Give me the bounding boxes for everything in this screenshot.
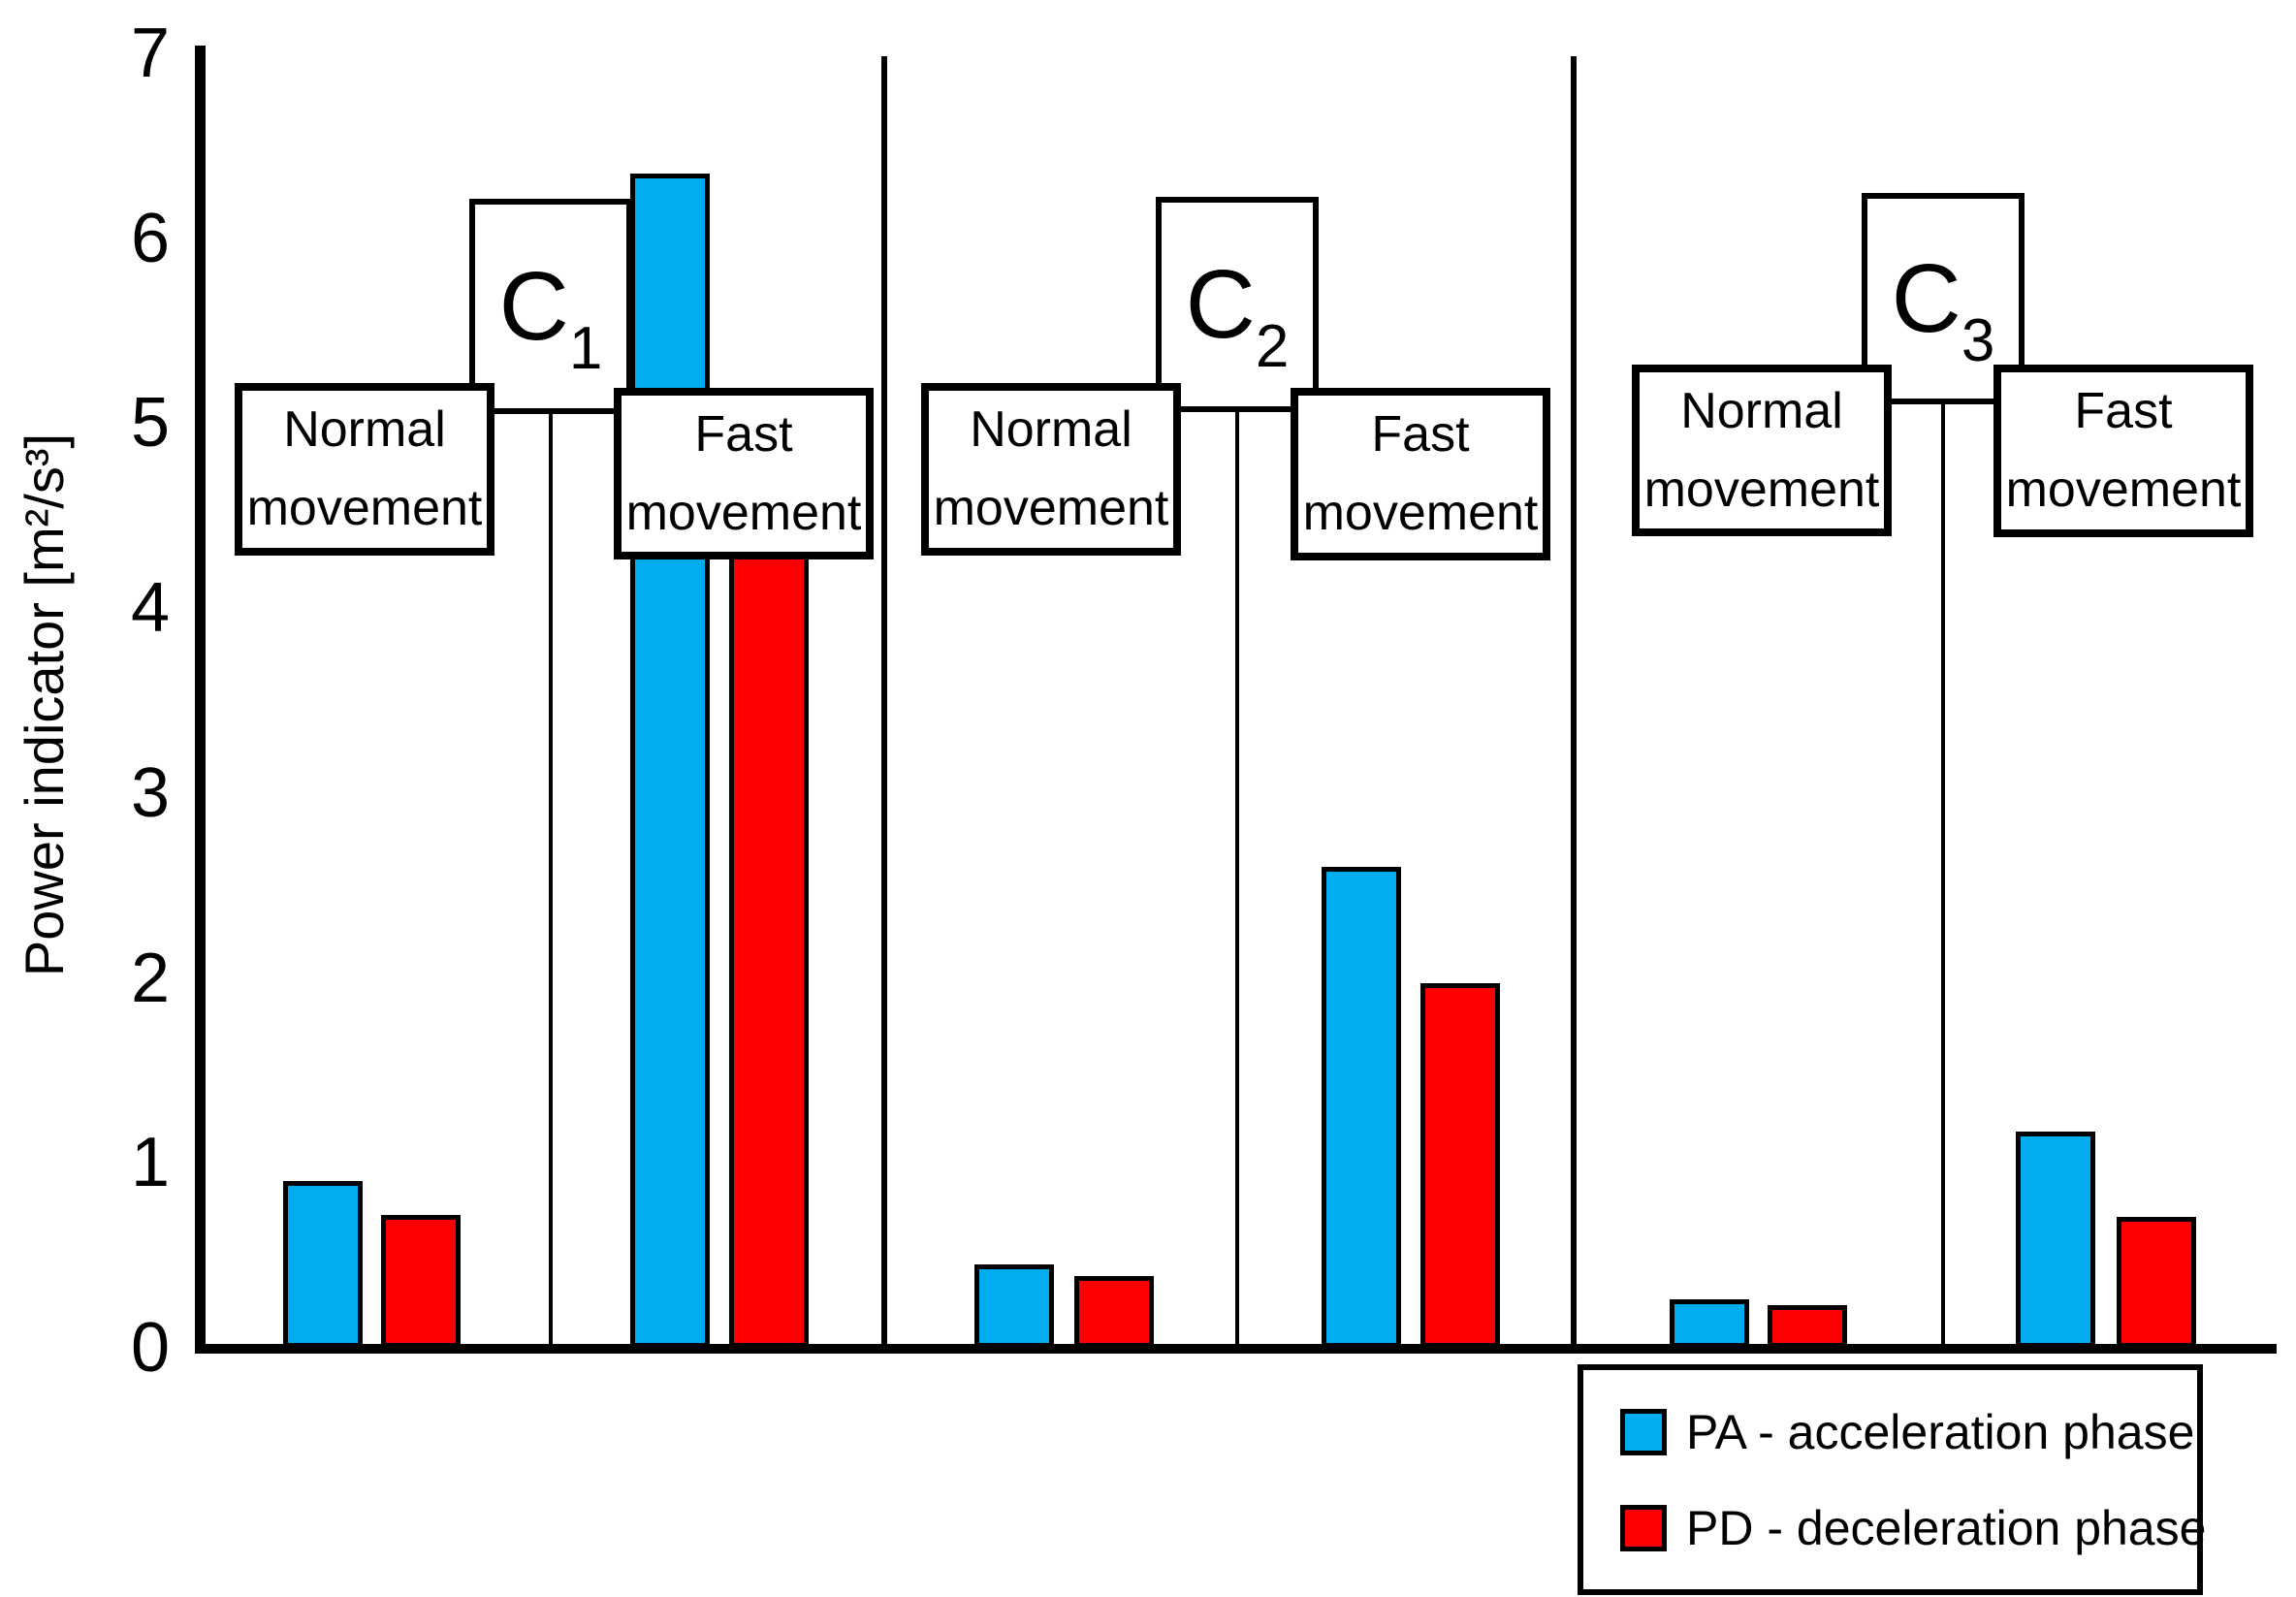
- bar-c3-normal-pa: [1670, 1299, 1749, 1348]
- group-c2-label-box: C2: [1156, 197, 1319, 412]
- group-c2-label: C2: [1185, 249, 1290, 380]
- bar-c2-fast-pa: [1322, 867, 1401, 1348]
- legend-box: PA - acceleration phase PD - deceleratio…: [1578, 1364, 2206, 1595]
- condition-label-line1: Fast: [694, 405, 793, 463]
- condition-label-line2: movement: [1643, 461, 1880, 518]
- group-c3-fast-movement-box: Fast movement: [1993, 365, 2253, 537]
- group-c1-fast-movement-box: Fast movement: [614, 388, 874, 559]
- bar-c1-fast-pa: [630, 174, 710, 1348]
- x-axis-line: [195, 1344, 2277, 1354]
- y-tick-label-1: 1: [130, 1124, 170, 1202]
- bar-c2-normal-pd: [1074, 1276, 1154, 1348]
- group-c2-fast-movement-box: Fast movement: [1291, 388, 1550, 560]
- condition-label-line2: movement: [2005, 462, 2242, 518]
- condition-label-line2: movement: [246, 480, 483, 536]
- legend-label-pa: PA - acceleration phase: [1686, 1404, 2195, 1459]
- bar-c1-normal-pd: [381, 1215, 461, 1348]
- legend-entry-pa: PA - acceleration phase: [1620, 1404, 2197, 1460]
- bar-c2-normal-pa: [974, 1264, 1054, 1348]
- group-c1-normal-movement-box: Normal movement: [235, 383, 494, 556]
- y-tick-label-5: 5: [130, 384, 170, 463]
- pa-series-swatch-icon: [1620, 1408, 1667, 1455]
- bar-c1-normal-pa: [283, 1181, 363, 1348]
- bar-c2-fast-pd: [1420, 983, 1500, 1348]
- condition-label-line2: movement: [933, 480, 1169, 536]
- legend-entry-pd: PD - deceleration phase: [1620, 1500, 2206, 1556]
- condition-label-line2: movement: [1302, 485, 1539, 541]
- y-tick-label-7: 7: [130, 15, 170, 92]
- y-tick-label-4: 4: [130, 569, 170, 648]
- y-tick-label-2: 2: [130, 939, 170, 1017]
- condition-label-line1: Normal: [970, 401, 1132, 458]
- condition-label-line1: Fast: [2074, 383, 2173, 439]
- group-c1-label: C1: [498, 251, 603, 382]
- group-c2-divider-line: [1235, 404, 1239, 1348]
- condition-label-line2: movement: [625, 484, 862, 541]
- condition-label-line1: Fast: [1371, 406, 1470, 463]
- bar-c3-fast-pd: [2117, 1217, 2196, 1348]
- group-c1-divider-line: [549, 406, 553, 1348]
- legend-label-pd: PD - deceleration phase: [1686, 1500, 2207, 1555]
- bar-c3-normal-pd: [1768, 1305, 1847, 1348]
- group-c3-normal-movement-box: Normal movement: [1632, 365, 1892, 536]
- group-c3-divider-line: [1941, 397, 1945, 1348]
- group-c3-label: C3: [1891, 243, 1995, 374]
- group-c1-label-box: C1: [469, 199, 632, 414]
- y-axis-line: [195, 46, 206, 1354]
- panel-separator-2: [1571, 56, 1577, 1354]
- condition-label-line1: Normal: [283, 401, 446, 458]
- y-tick-label-3: 3: [130, 753, 170, 832]
- y-tick-label-0: 0: [130, 1309, 170, 1387]
- condition-label-line1: Normal: [1680, 382, 1843, 439]
- group-c2-normal-movement-box: Normal movement: [921, 383, 1181, 556]
- panel-separator-1: [881, 56, 887, 1354]
- bar-c3-fast-pa: [2016, 1132, 2095, 1348]
- bar-c1-fast-pd: [729, 457, 809, 1348]
- y-tick-label-6: 6: [130, 199, 170, 277]
- pd-series-swatch-icon: [1620, 1504, 1667, 1551]
